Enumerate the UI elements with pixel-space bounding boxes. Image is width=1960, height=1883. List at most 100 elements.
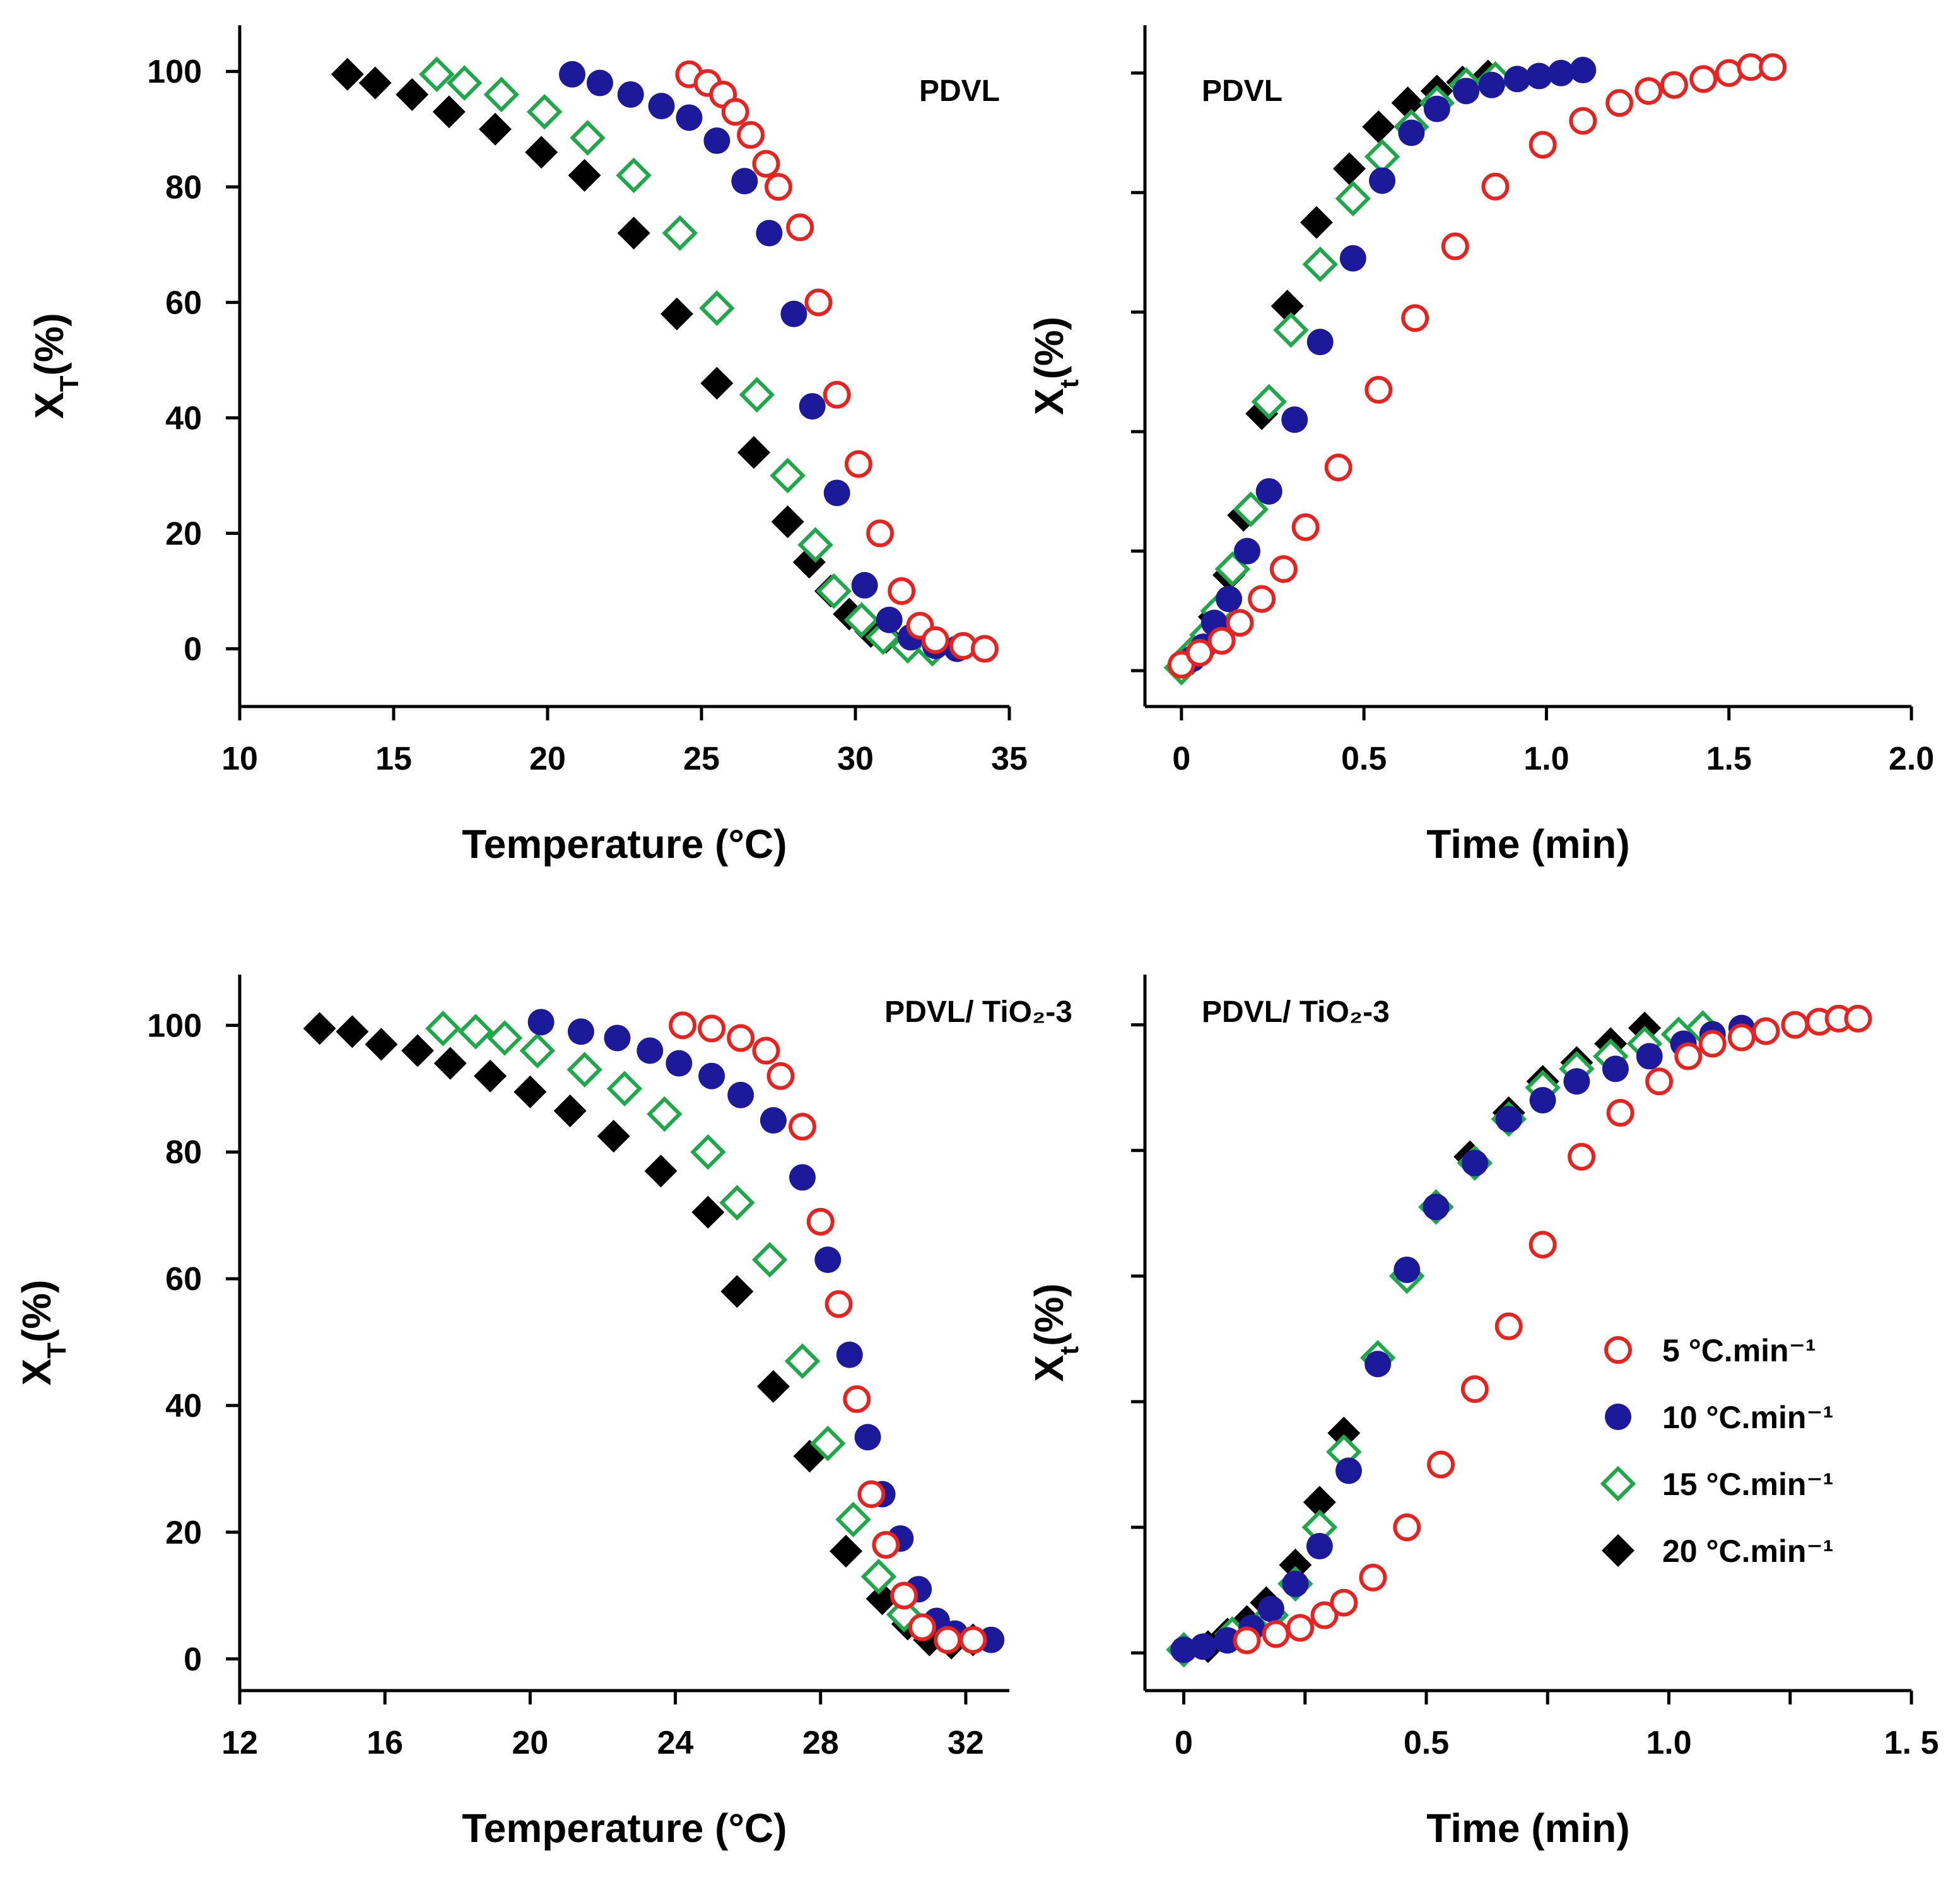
data-point-s15	[751, 1241, 788, 1278]
data-point-s5	[1645, 1067, 1674, 1096]
data-point-s10	[1423, 95, 1450, 122]
x-tick-label: 0.5	[1404, 1725, 1449, 1761]
y-tick-label: 0	[184, 631, 202, 667]
data-point-s15	[816, 573, 852, 609]
data-point-s5	[890, 1581, 918, 1610]
data-point-s20	[474, 1059, 507, 1093]
series-s15	[425, 1011, 922, 1633]
data-point-s5	[1698, 1029, 1727, 1058]
data-point-s5	[698, 1014, 726, 1043]
data-point-s20	[525, 136, 558, 169]
data-point-s20	[336, 1015, 369, 1048]
data-point-s5	[1330, 1588, 1358, 1617]
data-point-s5	[1207, 626, 1236, 655]
data-point-s20	[866, 1582, 899, 1616]
x-tick-label: 1. 5	[1884, 1725, 1939, 1761]
data-point-s10	[1602, 1055, 1629, 1082]
data-point-s5	[934, 1626, 962, 1654]
series-s20	[1165, 59, 1505, 684]
data-point-s5	[1569, 107, 1597, 135]
y-axis-title: Xt(%)	[1026, 1283, 1084, 1381]
data-point-s15	[797, 527, 833, 563]
x-tick-label: 32	[948, 1725, 984, 1761]
x-tick-label: 1.5	[1706, 741, 1752, 777]
data-point-s5	[823, 380, 851, 409]
y-axis-title: XT(%)	[26, 313, 84, 419]
series-s10	[527, 1009, 1005, 1653]
x-axis-title: Temperature (°C)	[462, 821, 787, 867]
data-point-s5	[1752, 1017, 1780, 1045]
data-point-s15	[486, 1020, 523, 1056]
data-point-s10	[1216, 585, 1243, 613]
data-point-s5	[752, 1036, 780, 1065]
data-point-s15	[1302, 246, 1338, 283]
legend-label-s20: 20 °C.min⁻¹	[1662, 1534, 1833, 1569]
data-point-s10	[823, 479, 850, 507]
data-point-s20	[1300, 206, 1333, 239]
data-point-s20	[553, 1094, 587, 1127]
data-point-s5	[1441, 232, 1469, 261]
data-point-s10	[756, 220, 783, 247]
data-point-s10	[1306, 1533, 1333, 1560]
x-tick-label: 0	[1175, 1725, 1193, 1761]
data-point-s10	[676, 104, 703, 131]
data-point-s10	[666, 1050, 693, 1077]
data-point-s10	[727, 1081, 754, 1108]
data-point-s15	[1251, 384, 1287, 420]
data-point-s10	[1364, 1351, 1392, 1378]
data-point-s10	[1423, 1194, 1450, 1221]
data-point-s15	[1233, 491, 1269, 527]
data-point-s15	[457, 1014, 494, 1050]
data-point-s15	[526, 94, 563, 130]
data-point-s10	[1255, 478, 1282, 505]
data-point-s20	[660, 297, 693, 331]
data-point-s5	[844, 450, 872, 478]
data-point-s10	[703, 127, 731, 155]
data-point-s15	[835, 1501, 871, 1538]
data-point-s15	[446, 65, 483, 101]
x-tick-label: 24	[657, 1725, 694, 1761]
data-point-s5	[806, 1207, 835, 1236]
panel-d-chart: 0 0.5 1.0 1. 5 Time (min) Xt(%) PDVL/ TiO₂-3	[1026, 975, 1939, 1851]
data-point-s20	[720, 1275, 754, 1308]
legend-marker-s5	[1604, 1336, 1632, 1364]
data-point-s20	[1270, 290, 1304, 323]
data-point-s20	[830, 1535, 863, 1568]
series-s5	[1233, 1004, 1872, 1655]
x-tick-label: 25	[683, 741, 720, 777]
data-point-s10	[1461, 1149, 1488, 1176]
data-point-s5	[843, 1385, 871, 1413]
data-point-s5	[1606, 1099, 1634, 1127]
data-point-s10	[1453, 78, 1480, 105]
data-point-s10	[814, 1246, 842, 1273]
data-point-s10	[1478, 71, 1505, 98]
y-tick-label: 80	[165, 1134, 202, 1171]
data-point-s5	[1286, 1614, 1315, 1642]
data-point-s5	[1460, 1375, 1489, 1404]
x-tick-label: 35	[991, 741, 1028, 777]
data-point-s10	[637, 1037, 664, 1064]
legend-entry-s20: 20 °C.min⁻¹	[1602, 1534, 1833, 1569]
data-point-s20	[432, 95, 466, 129]
data-point-s5	[1233, 1626, 1261, 1655]
data-point-s20	[1333, 152, 1366, 185]
data-point-s5	[804, 288, 833, 317]
x-tick-label: 28	[802, 1725, 839, 1761]
data-point-s5	[786, 213, 814, 242]
data-point-s15	[784, 1343, 821, 1379]
data-point-s10	[1339, 245, 1366, 272]
data-point-s20	[479, 112, 512, 146]
data-point-s10	[799, 393, 826, 420]
x-tick-label: 1.0	[1646, 1725, 1691, 1761]
data-point-s15	[843, 602, 880, 638]
y-tick-label: 80	[165, 169, 202, 206]
x-tick-label: 15	[375, 741, 412, 777]
data-point-s10	[1525, 62, 1552, 90]
data-point-s10	[1282, 1570, 1309, 1597]
data-point-s15	[699, 290, 735, 326]
data-point-s5	[1262, 1620, 1290, 1648]
data-point-s15	[690, 1134, 726, 1170]
data-point-s5	[1226, 609, 1254, 637]
data-point-s15	[483, 76, 520, 113]
data-point-s5	[1324, 454, 1353, 482]
